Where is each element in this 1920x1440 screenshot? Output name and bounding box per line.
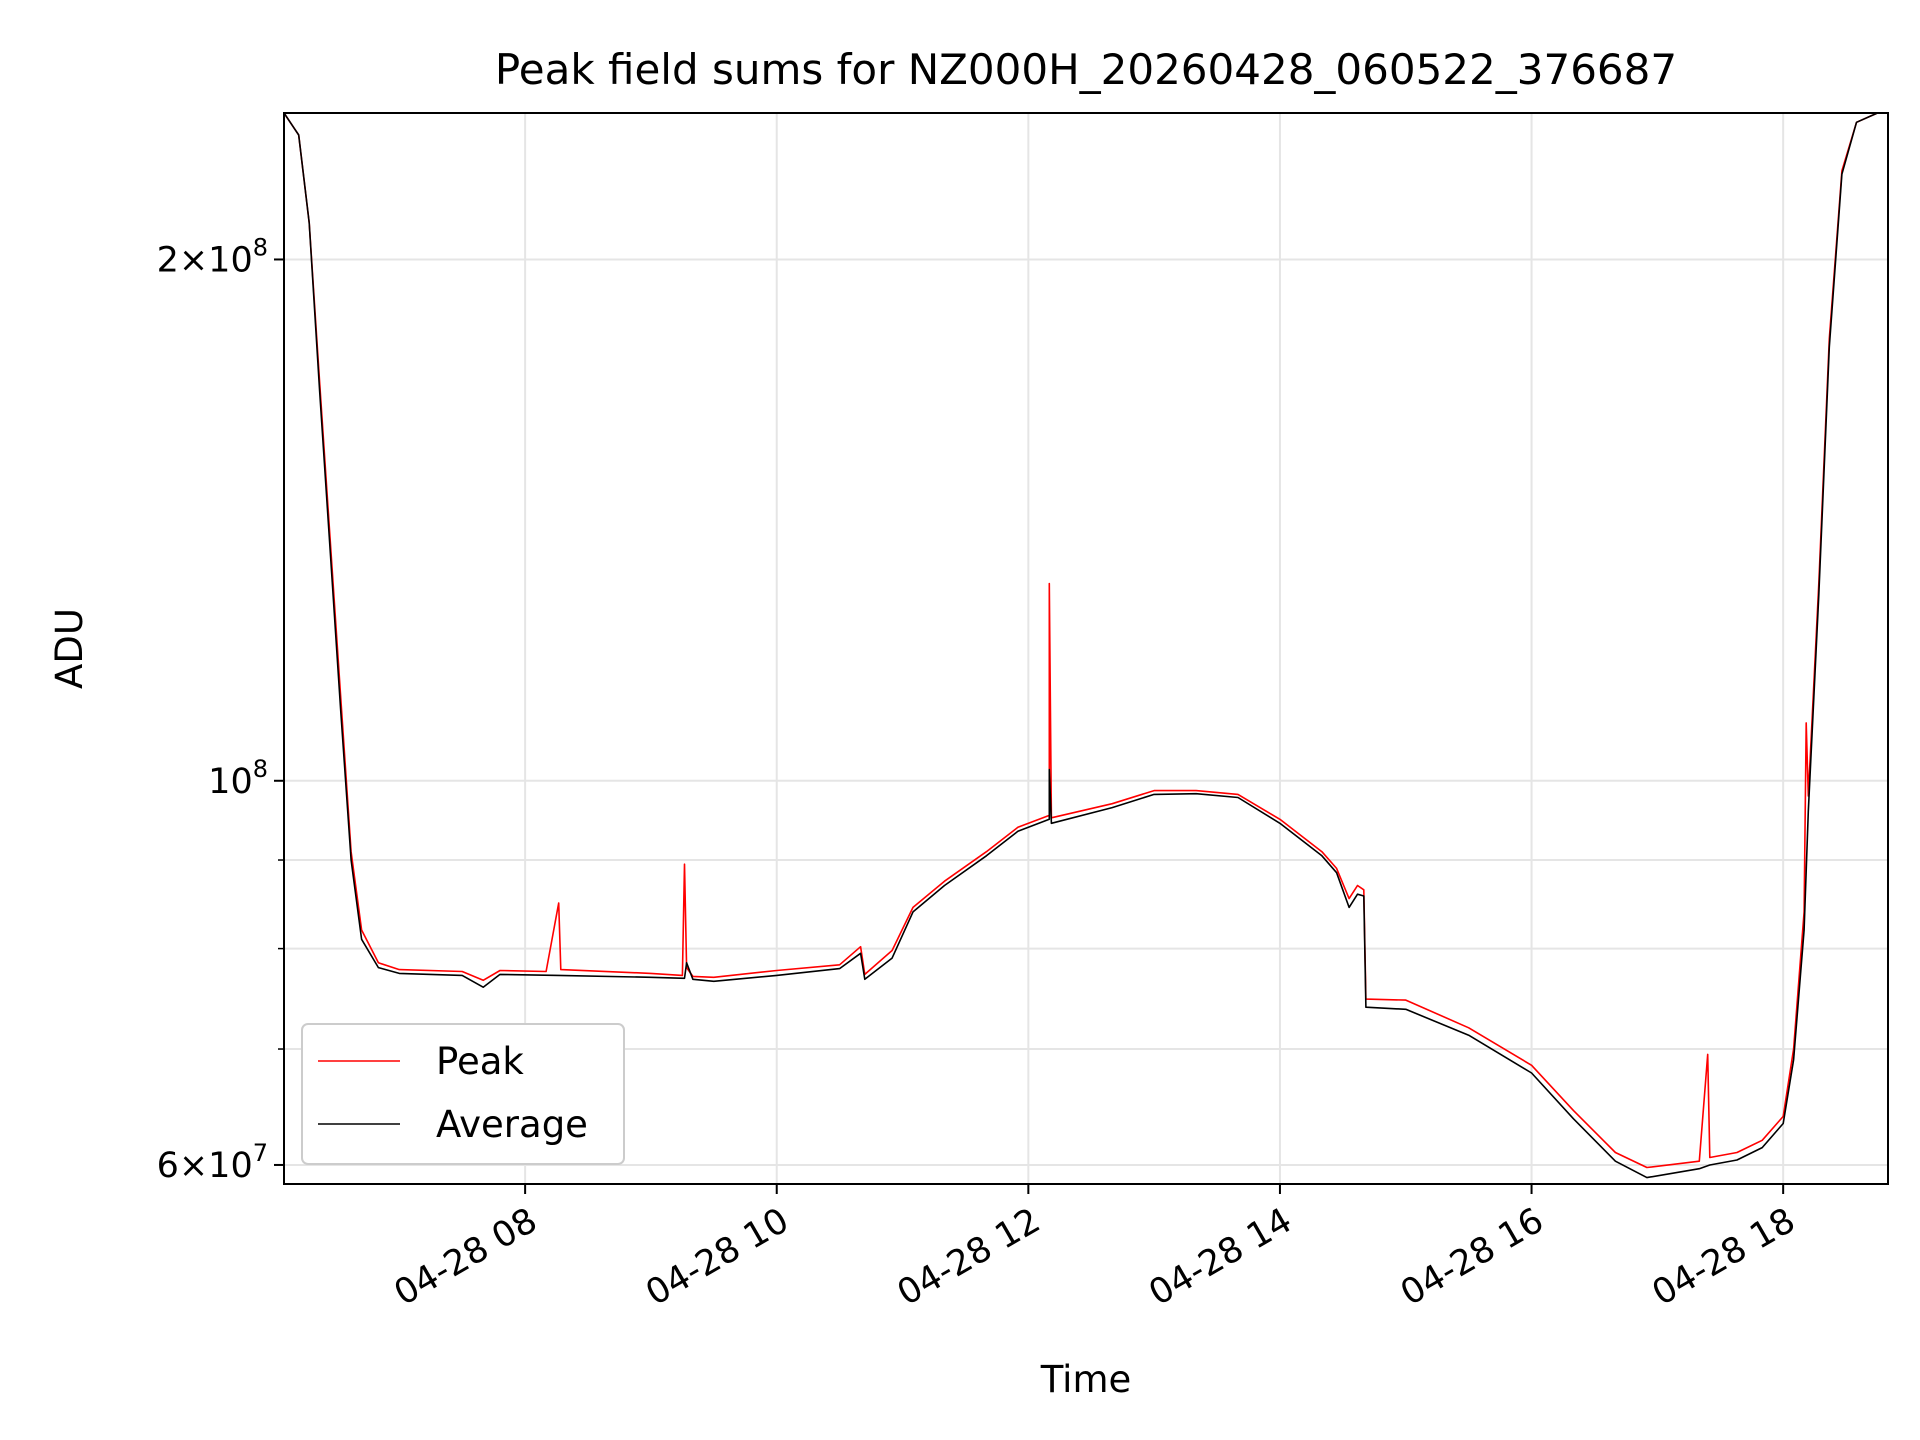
x-tick-label: 04-28 10 [639, 1201, 795, 1314]
y-tick-exponent: 8 [253, 755, 268, 783]
y-tick-label: 2×108 [157, 233, 268, 280]
x-tick-label: 04-28 12 [891, 1201, 1047, 1314]
x-axis-ticks: 04-28 08 04-28 10 04-28 12 04-28 14 04-28 16… [388, 1184, 1802, 1314]
y-axis-label: ADU [48, 608, 91, 689]
series-line-average [283, 112, 1878, 1179]
legend-label-average: Average [436, 1103, 588, 1146]
plot-frame [283, 112, 1889, 1185]
y-tick-label: 6×107 [157, 1139, 268, 1186]
x-axis-label: Time [1040, 1358, 1132, 1401]
y-tick-label: 108 [208, 755, 268, 802]
legend: Peak Average [301, 1023, 625, 1165]
y-tick-mantissa: 2 [157, 240, 179, 280]
x-tick-label: 04-28 18 [1646, 1201, 1802, 1314]
y-tick-mantissa: 6 [157, 1146, 179, 1186]
legend-label-peak: Peak [436, 1040, 524, 1083]
y-tick-exponent: 8 [253, 233, 268, 261]
x-tick-label: 04-28 16 [1394, 1201, 1550, 1314]
y-tick-exponent: 7 [253, 1139, 268, 1167]
series-line-peak [283, 112, 1878, 1169]
x-tick-label: 04-28 14 [1143, 1201, 1299, 1314]
chart-title: Peak field sums for NZ000H_20260428_0605… [495, 45, 1677, 94]
x-tick-label: 04-28 08 [388, 1201, 544, 1314]
y-axis-ticks: 6×107 108 2×108 [157, 233, 284, 1186]
series-layer [283, 112, 1878, 1179]
legend-box [301, 1023, 625, 1165]
